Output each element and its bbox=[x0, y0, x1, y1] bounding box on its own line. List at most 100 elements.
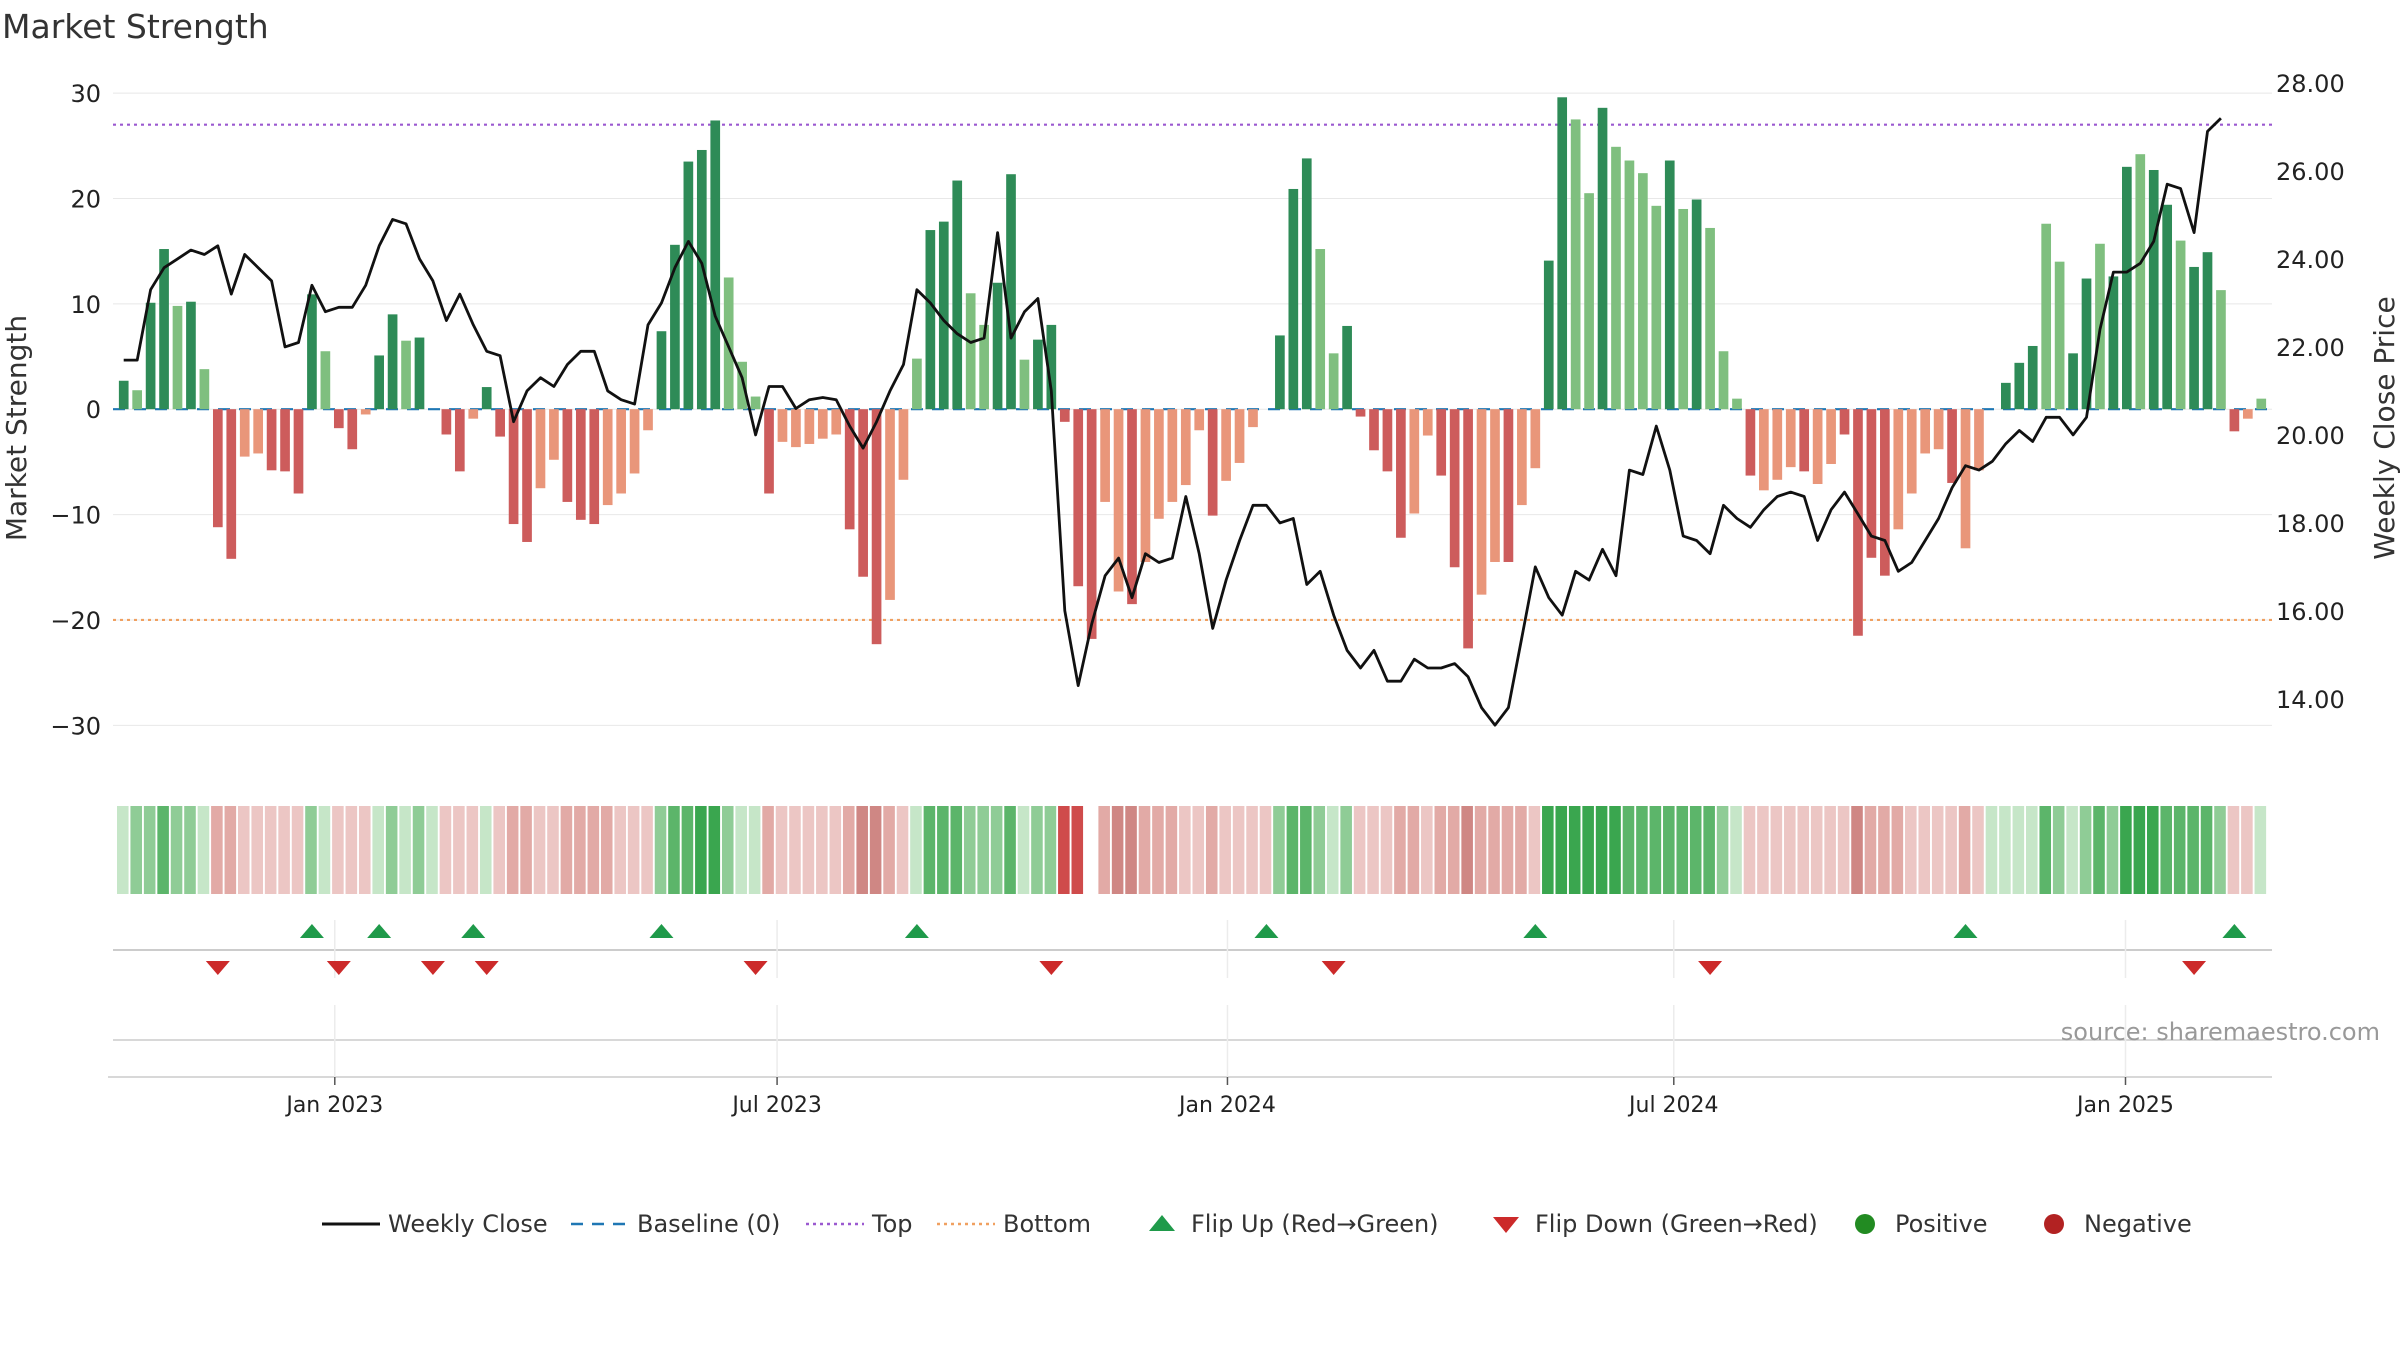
left-tick-label: −30 bbox=[50, 712, 101, 740]
regime-cell bbox=[412, 806, 425, 894]
bar-positive bbox=[1557, 97, 1568, 410]
regime-cell bbox=[1246, 806, 1258, 894]
left-tick-label: 0 bbox=[86, 396, 101, 424]
regime-cell bbox=[2026, 806, 2038, 894]
bar-negative bbox=[885, 409, 895, 600]
bar-negative bbox=[495, 409, 505, 437]
bar-negative bbox=[1906, 409, 1917, 494]
regime-cell bbox=[1138, 806, 1151, 894]
regime-cell bbox=[1810, 806, 1823, 894]
regime-cell bbox=[1111, 806, 1124, 894]
weekly-close-line bbox=[123, 117, 2222, 727]
bar-negative bbox=[1933, 409, 1944, 450]
regime-cell bbox=[1367, 806, 1379, 894]
regime-cell bbox=[641, 806, 653, 894]
regime-cell bbox=[2052, 806, 2065, 894]
bar-negative bbox=[549, 409, 559, 460]
right-tick-label: 14.00 bbox=[2276, 686, 2345, 714]
regime-cell bbox=[2200, 806, 2213, 894]
regime-cell bbox=[2187, 806, 2199, 894]
axes: 30 20 10 0 −10 −20 −30 14.00 16.00 18.00 20.00 22.0… bbox=[0, 70, 2400, 740]
regime-cell bbox=[977, 806, 989, 894]
regime-cell bbox=[1676, 806, 1689, 894]
regime-cell bbox=[170, 806, 183, 894]
legend-label: Bottom bbox=[1003, 1210, 1091, 1238]
right-tick-label: 18.00 bbox=[2276, 510, 2345, 538]
flip-down-marker bbox=[1039, 961, 1064, 975]
regime-cell bbox=[963, 806, 976, 894]
flip-up-marker bbox=[461, 924, 486, 938]
bar-negative bbox=[791, 409, 801, 448]
regime-cell bbox=[1542, 806, 1554, 894]
bar-negative bbox=[1772, 409, 1783, 480]
regime-cell bbox=[990, 806, 1003, 894]
bar-negative bbox=[1248, 409, 1258, 428]
regime-cell bbox=[1219, 806, 1231, 894]
regime-cell bbox=[318, 806, 331, 894]
regime-cell bbox=[439, 806, 452, 894]
bar-positive bbox=[2148, 169, 2159, 410]
bar-negative bbox=[1947, 409, 1957, 483]
bar-negative bbox=[1530, 409, 1541, 469]
x-tick-label: Jul 2023 bbox=[730, 1093, 822, 1118]
bar-negative bbox=[1866, 409, 1877, 558]
bar-positive bbox=[1315, 249, 1326, 410]
legend-label: Flip Down (Green→Red) bbox=[1535, 1210, 1818, 1238]
regime-cell bbox=[1649, 806, 1662, 894]
regime-cell bbox=[385, 806, 398, 894]
bar-positive bbox=[683, 161, 694, 410]
bar-negative bbox=[1369, 409, 1379, 451]
bar-positive bbox=[737, 361, 747, 410]
regime-cell bbox=[157, 806, 169, 894]
bar-negative bbox=[226, 409, 237, 559]
regime-cell bbox=[305, 806, 317, 894]
close-line bbox=[123, 117, 2222, 727]
bar-positive bbox=[2135, 154, 2146, 410]
bar-positive bbox=[2189, 266, 2199, 410]
bar-positive bbox=[307, 294, 317, 410]
regime-cell bbox=[1205, 806, 1218, 894]
flip-up-marker bbox=[1523, 924, 1548, 938]
regime-cell bbox=[1864, 806, 1877, 894]
bar-positive bbox=[118, 380, 129, 410]
regime-cell bbox=[372, 806, 384, 894]
bar-positive bbox=[1288, 188, 1299, 410]
regime-cell bbox=[627, 806, 640, 894]
regime-cell bbox=[614, 806, 626, 894]
regime-cell bbox=[1985, 806, 1998, 894]
legend-circle-icon bbox=[1855, 1214, 1875, 1234]
regime-cell bbox=[251, 806, 263, 894]
bar-negative bbox=[535, 409, 546, 489]
bar-positive bbox=[710, 120, 721, 410]
bar-negative bbox=[1759, 409, 1769, 491]
legend-label: Top bbox=[871, 1210, 913, 1238]
bar-positive bbox=[320, 351, 331, 410]
bar-negative bbox=[1745, 409, 1756, 476]
bar-positive bbox=[938, 221, 949, 410]
regime-cell bbox=[1071, 806, 1084, 894]
flip-down-marker bbox=[1698, 961, 1723, 975]
regime-cell bbox=[1568, 806, 1581, 894]
regime-cell bbox=[143, 806, 156, 894]
regime-cell bbox=[197, 806, 210, 894]
bar-positive bbox=[1691, 199, 1702, 410]
bar-negative bbox=[2229, 409, 2240, 432]
regime-cell bbox=[1609, 806, 1621, 894]
right-tick-label: 22.00 bbox=[2276, 334, 2345, 362]
left-tick-label: 10 bbox=[70, 291, 101, 319]
bar-positive bbox=[1342, 325, 1352, 410]
regime-cell bbox=[547, 806, 559, 894]
regime-cell bbox=[937, 806, 949, 894]
flip-down-marker bbox=[474, 961, 499, 975]
legend-label: Baseline (0) bbox=[637, 1210, 780, 1238]
bar-positive bbox=[1651, 205, 1662, 410]
flip-down-marker bbox=[1321, 961, 1346, 975]
right-tick-label: 24.00 bbox=[2276, 246, 2345, 274]
bar-positive bbox=[656, 331, 667, 410]
bar-negative bbox=[2242, 409, 2253, 419]
bar-negative bbox=[1799, 409, 1810, 472]
bar-negative bbox=[347, 409, 358, 450]
regime-cell bbox=[668, 806, 680, 894]
bar-negative bbox=[1839, 409, 1850, 435]
regime-cell bbox=[1797, 806, 1810, 894]
